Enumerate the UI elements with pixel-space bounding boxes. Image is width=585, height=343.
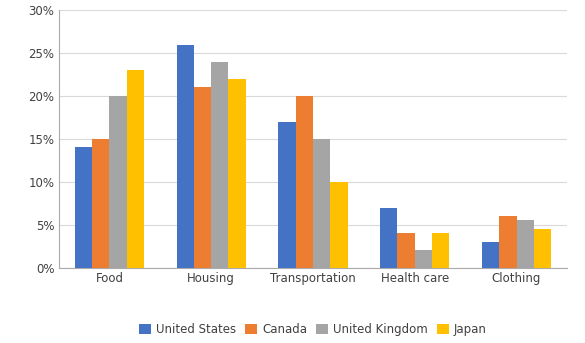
Bar: [127, 70, 144, 268]
Bar: [278, 122, 295, 268]
Bar: [75, 147, 92, 268]
Bar: [331, 182, 347, 268]
Legend: United States, Canada, United Kingdom, Japan: United States, Canada, United Kingdom, J…: [136, 320, 490, 340]
Bar: [194, 87, 211, 268]
Bar: [295, 96, 313, 268]
Bar: [432, 233, 449, 268]
Bar: [92, 139, 109, 268]
Bar: [229, 79, 246, 268]
Bar: [397, 233, 415, 268]
Bar: [313, 139, 331, 268]
Bar: [482, 242, 499, 268]
Bar: [211, 62, 229, 268]
Bar: [380, 208, 397, 268]
Bar: [534, 229, 551, 268]
Bar: [177, 45, 194, 268]
Bar: [517, 221, 534, 268]
Bar: [415, 250, 432, 268]
Bar: [499, 216, 517, 268]
Bar: [109, 96, 127, 268]
